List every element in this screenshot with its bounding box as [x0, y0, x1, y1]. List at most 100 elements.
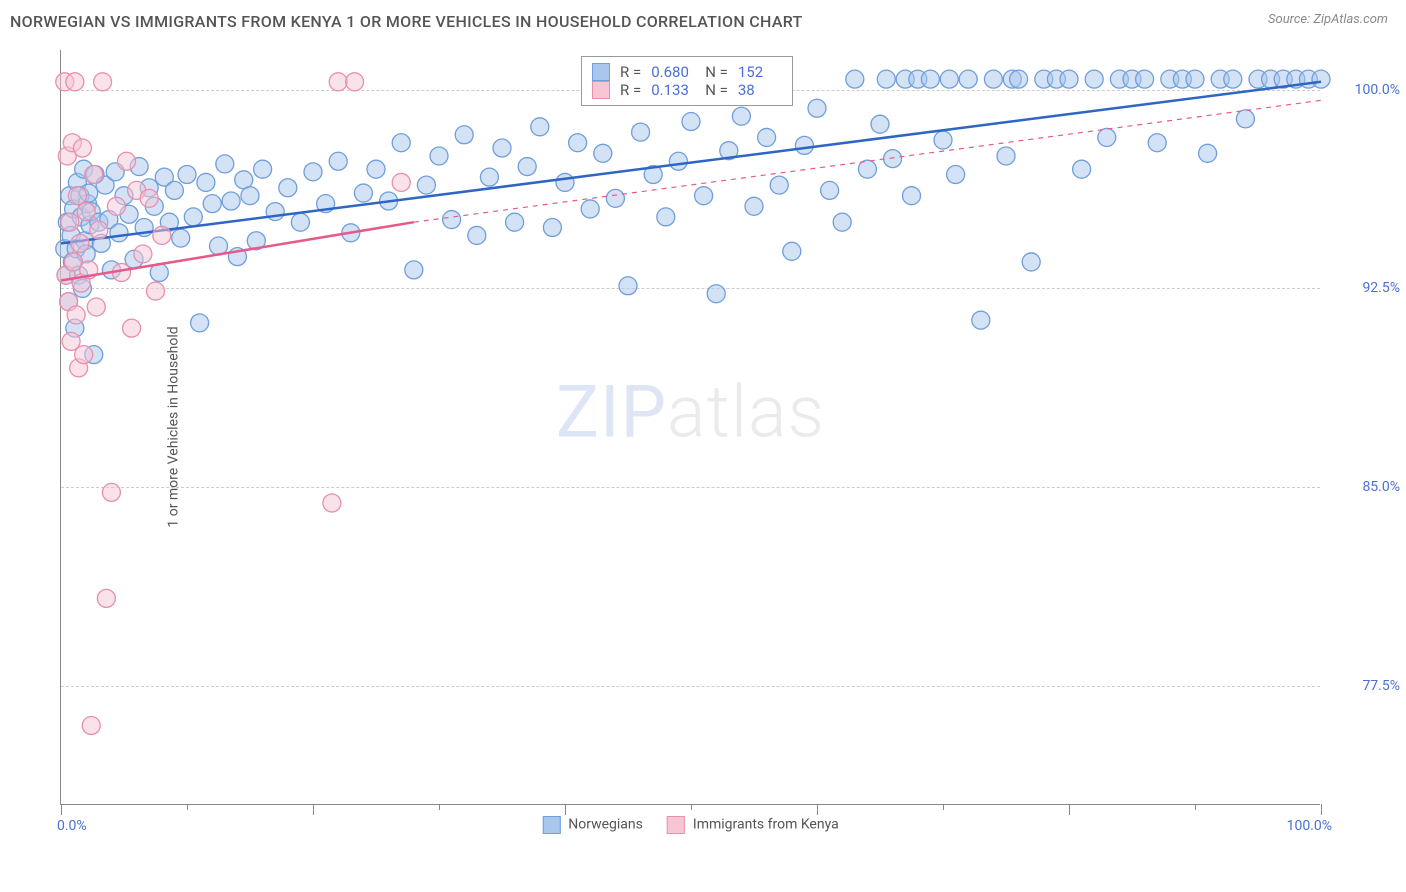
data-point: [430, 147, 448, 165]
x-label-right: 100.0%: [1287, 818, 1332, 834]
data-point: [405, 261, 423, 279]
data-point: [68, 187, 86, 205]
data-point: [77, 203, 95, 221]
data-point: [85, 166, 103, 184]
data-point: [392, 134, 410, 152]
data-point: [66, 73, 84, 91]
data-point: [291, 213, 309, 231]
data-point: [323, 494, 341, 512]
data-point: [934, 131, 952, 149]
data-point: [123, 319, 141, 337]
data-point: [367, 160, 385, 178]
data-point: [107, 197, 125, 215]
legend-item: Norwegians: [542, 816, 643, 834]
data-point: [619, 277, 637, 295]
data-point: [695, 187, 713, 205]
data-point: [172, 229, 190, 247]
data-point: [279, 179, 297, 197]
data-point: [241, 187, 259, 205]
data-point: [808, 99, 826, 117]
data-point: [921, 70, 939, 88]
data-point: [581, 200, 599, 218]
data-point: [165, 181, 183, 199]
data-point: [110, 224, 128, 242]
y-tick-label: 77.5%: [1362, 678, 1400, 694]
data-point: [758, 128, 776, 146]
data-point: [1085, 70, 1103, 88]
data-point: [1312, 70, 1330, 88]
data-point: [1136, 70, 1154, 88]
data-point: [140, 189, 158, 207]
data-point: [940, 70, 958, 88]
data-point: [506, 213, 524, 231]
data-point: [997, 147, 1015, 165]
r-value: 0.133: [651, 81, 695, 99]
y-tick-label: 85.0%: [1362, 479, 1400, 495]
data-point: [657, 208, 675, 226]
legend-swatch: [592, 63, 610, 81]
data-point: [153, 226, 171, 244]
data-point: [118, 152, 136, 170]
data-point: [90, 221, 108, 239]
data-point: [770, 176, 788, 194]
data-point: [329, 152, 347, 170]
data-point: [884, 150, 902, 168]
data-point: [594, 144, 612, 162]
y-tick-label: 92.5%: [1362, 280, 1400, 296]
data-point: [846, 70, 864, 88]
legend-swatch: [542, 816, 560, 834]
data-point: [732, 107, 750, 125]
data-point: [480, 168, 498, 186]
data-point: [1010, 70, 1028, 88]
data-point: [669, 152, 687, 170]
data-point: [1148, 134, 1166, 152]
data-point: [254, 160, 272, 178]
data-point: [959, 70, 977, 88]
data-point: [1186, 70, 1204, 88]
trend-line-dashed: [414, 100, 1321, 222]
data-point: [1236, 110, 1254, 128]
data-point: [543, 218, 561, 236]
r-label: R =: [620, 63, 641, 81]
data-point: [191, 314, 209, 332]
data-point: [184, 208, 202, 226]
data-point: [833, 213, 851, 231]
data-point: [871, 115, 889, 133]
data-point: [82, 717, 100, 735]
legend-swatch: [592, 81, 610, 99]
data-point: [147, 282, 165, 300]
data-point: [707, 285, 725, 303]
n-label: N =: [705, 63, 728, 81]
data-point: [67, 306, 85, 324]
data-point: [304, 163, 322, 181]
data-point: [203, 195, 221, 213]
data-point: [858, 160, 876, 178]
data-point: [354, 184, 372, 202]
data-point: [1022, 253, 1040, 271]
data-point: [1098, 128, 1116, 146]
legend-swatch: [667, 816, 685, 834]
legend-label: Norwegians: [568, 817, 643, 833]
chart-container: NORWEGIAN VS IMMIGRANTS FROM KENYA 1 OR …: [0, 0, 1406, 892]
data-point: [134, 245, 152, 263]
data-point: [984, 70, 1002, 88]
data-point: [75, 346, 93, 364]
data-point: [392, 173, 410, 191]
x-label-left: 0.0%: [57, 818, 87, 834]
plot-area: 1 or more Vehicles in Household 77.5%85.…: [60, 50, 1320, 805]
data-point: [1073, 160, 1091, 178]
n-label: N =: [705, 81, 728, 99]
data-point: [903, 187, 921, 205]
data-point: [443, 211, 461, 229]
data-point: [493, 139, 511, 157]
data-point: [1060, 70, 1078, 88]
data-point: [71, 234, 89, 252]
n-value: 38: [738, 81, 782, 99]
stats-box: R =0.680N =152R = 0.133 N = 38: [581, 56, 793, 106]
stats-row: R =0.680N =152: [592, 63, 782, 81]
stats-row: R =0.133N =38: [592, 81, 782, 99]
data-point: [531, 118, 549, 136]
data-point: [61, 213, 79, 231]
data-point: [821, 181, 839, 199]
data-point: [795, 136, 813, 154]
